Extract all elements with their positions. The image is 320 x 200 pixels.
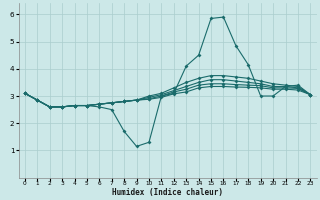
X-axis label: Humidex (Indice chaleur): Humidex (Indice chaleur) — [112, 188, 223, 197]
